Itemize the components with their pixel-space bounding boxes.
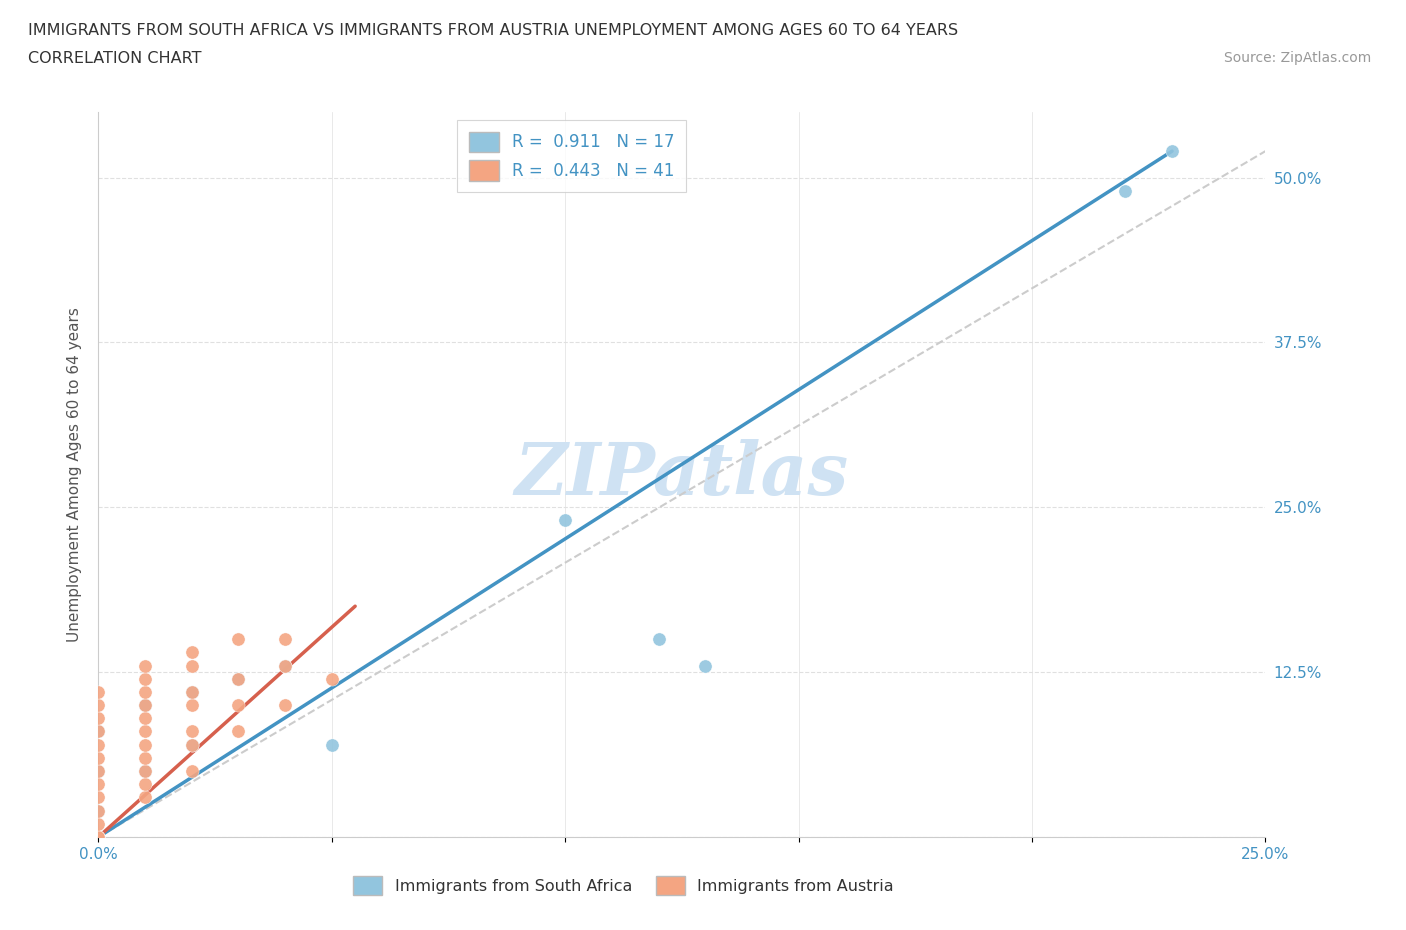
Point bbox=[134, 658, 156, 673]
Point bbox=[87, 830, 110, 844]
Point bbox=[87, 830, 110, 844]
Point bbox=[87, 724, 110, 739]
Text: Source: ZipAtlas.com: Source: ZipAtlas.com bbox=[1223, 51, 1371, 65]
Point bbox=[134, 724, 156, 739]
Point bbox=[87, 830, 110, 844]
Point bbox=[134, 790, 156, 804]
Point bbox=[134, 751, 156, 765]
Point bbox=[87, 751, 110, 765]
Point bbox=[87, 830, 110, 844]
Point bbox=[87, 804, 110, 818]
Point bbox=[87, 724, 110, 739]
Point bbox=[321, 671, 343, 686]
Text: ZIPatlas: ZIPatlas bbox=[515, 439, 849, 510]
Point bbox=[134, 737, 156, 752]
Point bbox=[180, 684, 202, 699]
Point bbox=[180, 764, 202, 778]
Point bbox=[87, 737, 110, 752]
Point bbox=[87, 830, 110, 844]
Point bbox=[180, 698, 202, 712]
Point bbox=[134, 777, 156, 791]
Point bbox=[554, 513, 576, 528]
Point bbox=[134, 684, 156, 699]
Point bbox=[87, 684, 110, 699]
Point bbox=[134, 698, 156, 712]
Point bbox=[274, 658, 297, 673]
Point bbox=[87, 698, 110, 712]
Point bbox=[321, 737, 343, 752]
Point bbox=[87, 790, 110, 804]
Point bbox=[274, 698, 297, 712]
Point bbox=[134, 671, 156, 686]
Point bbox=[180, 737, 202, 752]
Text: CORRELATION CHART: CORRELATION CHART bbox=[28, 51, 201, 66]
Point bbox=[1161, 144, 1184, 159]
Point bbox=[228, 631, 250, 646]
Legend: Immigrants from South Africa, Immigrants from Austria: Immigrants from South Africa, Immigrants… bbox=[347, 870, 900, 901]
Point bbox=[87, 777, 110, 791]
Point bbox=[87, 804, 110, 818]
Point bbox=[180, 737, 202, 752]
Point bbox=[228, 698, 250, 712]
Point bbox=[87, 830, 110, 844]
Point bbox=[87, 764, 110, 778]
Point bbox=[228, 671, 250, 686]
Point bbox=[134, 698, 156, 712]
Point bbox=[134, 711, 156, 725]
Point bbox=[180, 684, 202, 699]
Point bbox=[87, 711, 110, 725]
Point bbox=[274, 631, 297, 646]
Point bbox=[228, 724, 250, 739]
Point bbox=[274, 658, 297, 673]
Point bbox=[228, 671, 250, 686]
Point bbox=[134, 764, 156, 778]
Point bbox=[87, 817, 110, 831]
Point bbox=[87, 764, 110, 778]
Point bbox=[1114, 183, 1136, 198]
Point bbox=[134, 764, 156, 778]
Point bbox=[695, 658, 717, 673]
Point bbox=[180, 724, 202, 739]
Point bbox=[647, 631, 669, 646]
Y-axis label: Unemployment Among Ages 60 to 64 years: Unemployment Among Ages 60 to 64 years bbox=[67, 307, 83, 642]
Point bbox=[180, 644, 202, 659]
Point bbox=[180, 658, 202, 673]
Text: IMMIGRANTS FROM SOUTH AFRICA VS IMMIGRANTS FROM AUSTRIA UNEMPLOYMENT AMONG AGES : IMMIGRANTS FROM SOUTH AFRICA VS IMMIGRAN… bbox=[28, 23, 959, 38]
